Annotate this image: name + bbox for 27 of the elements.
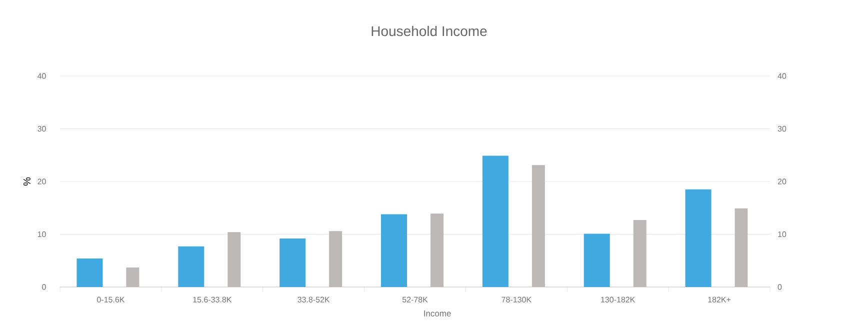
y-tick-label: 0: [42, 284, 46, 290]
y2-tick-label: 30: [778, 126, 786, 132]
x-tick-label: 130-182K: [601, 296, 636, 302]
x-tick-label: 78-130K: [502, 296, 532, 302]
bar: [76, 258, 103, 287]
chart-title: Household Income: [372, 26, 487, 36]
bar: [584, 234, 610, 287]
x-tick-label: 0-15.6K: [97, 296, 125, 302]
y-tick-label: 20: [38, 178, 46, 184]
y2-tick-label: 20: [778, 178, 786, 184]
bar: [685, 189, 712, 287]
y2-tick-label: 40: [778, 73, 786, 79]
y2-tick-label: 10: [778, 231, 786, 238]
x-tick-label: 52-78K: [402, 296, 428, 302]
bar: [178, 246, 204, 287]
x-tick-label: 15.6-33.8K: [193, 296, 232, 302]
y-tick-label: 40: [38, 73, 46, 79]
x-tick-label: 33.8-52K: [298, 296, 330, 302]
y-tick-label: 30: [38, 126, 46, 132]
y2-tick-label: 0: [778, 284, 782, 290]
y-axis-title: %: [23, 177, 30, 186]
bar: [280, 238, 306, 287]
bar: [381, 214, 408, 287]
x-axis-title: Income: [424, 310, 451, 316]
x-tick-label: 182K+: [708, 296, 731, 302]
y-tick-label: 10: [38, 231, 46, 238]
bar: [482, 156, 508, 287]
